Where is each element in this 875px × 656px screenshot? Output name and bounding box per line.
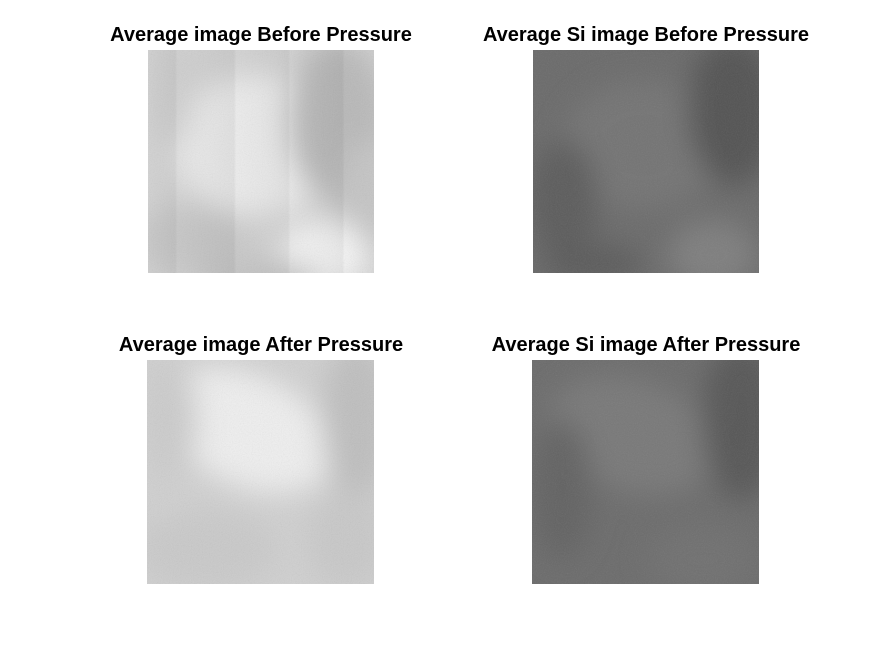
panel-title-si-after: Average Si image After Pressure bbox=[492, 334, 801, 357]
panel-title-avg-before: Average image Before Pressure bbox=[110, 24, 412, 47]
image-avg-after bbox=[147, 360, 374, 584]
panel-title-avg-after: Average image After Pressure bbox=[119, 334, 403, 357]
image-si-before bbox=[533, 50, 759, 273]
image-si-after bbox=[532, 360, 759, 584]
panel-title-si-before: Average Si image Before Pressure bbox=[483, 24, 809, 47]
image-avg-before bbox=[148, 50, 374, 273]
